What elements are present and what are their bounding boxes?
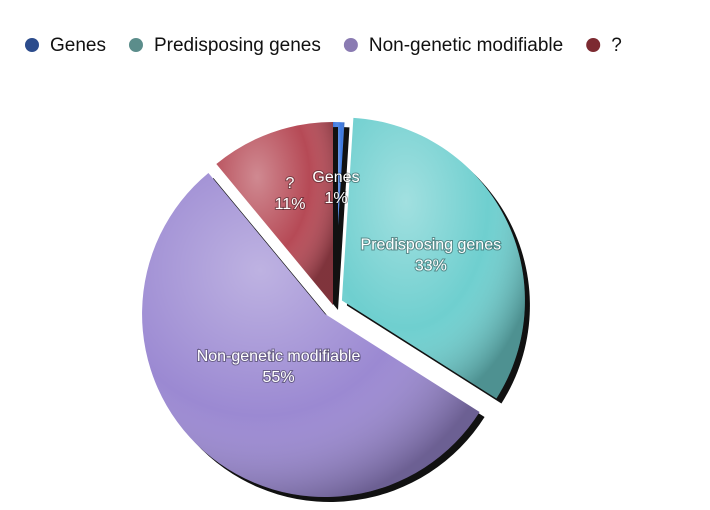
slice-label: ? bbox=[286, 175, 295, 192]
legend: Genes Predisposing genes Non-genetic modif… bbox=[25, 35, 622, 56]
slice-value-label: 55% bbox=[263, 369, 295, 386]
legend-swatch bbox=[343, 38, 358, 52]
slice-label: Predisposing genes bbox=[361, 236, 502, 253]
legend-swatch bbox=[25, 38, 39, 52]
legend-label: Genes bbox=[50, 35, 106, 56]
slice-value-label: 33% bbox=[415, 257, 447, 274]
slice-value-label: 1% bbox=[324, 190, 347, 207]
legend-swatch bbox=[128, 38, 143, 52]
slice-value-label: 11% bbox=[275, 196, 306, 213]
slice-label: Genes bbox=[312, 169, 359, 186]
legend-swatch bbox=[586, 38, 601, 52]
slice-shading bbox=[216, 122, 333, 305]
legend-label: Non-genetic modifiable bbox=[369, 35, 563, 56]
legend-label: Predisposing genes bbox=[154, 35, 321, 56]
pie: Genes 1% Predisposing genes 33% Non-genetic … bbox=[142, 117, 530, 503]
slice-label: Non-genetic modifiable bbox=[197, 348, 361, 365]
legend-label: ? bbox=[611, 35, 622, 56]
slice-shading bbox=[142, 172, 480, 498]
slice-shading bbox=[341, 117, 525, 399]
